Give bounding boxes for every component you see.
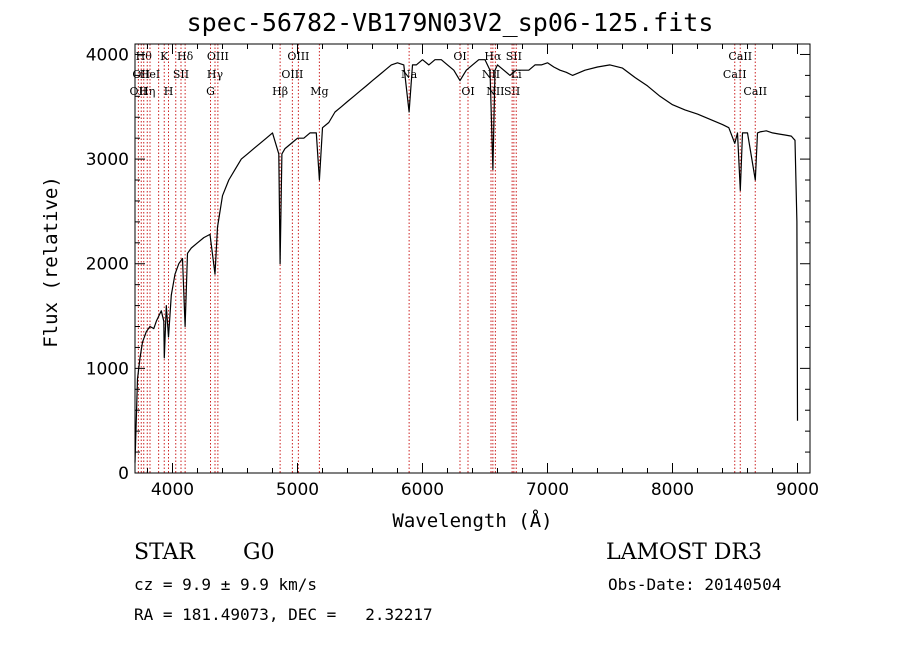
spectral-line-label: OIII — [287, 50, 309, 63]
spectral-line-label: K — [160, 50, 169, 63]
spectral-line-label: OI — [461, 85, 474, 98]
spectral-line-label: NII — [486, 85, 504, 98]
spectral-line-label: HeI — [140, 68, 160, 81]
spectral-line-label: CaII — [743, 85, 767, 98]
spectral-line-label: OII — [132, 68, 150, 81]
x-tick-label: 8000 — [651, 480, 694, 500]
coordinates: RA = 181.49073, DEC = 2.32217 — [134, 605, 433, 624]
x-tick-label: 4000 — [151, 480, 194, 500]
spectral-line-label: OIII — [281, 68, 303, 81]
spectral-line-label: SII — [506, 50, 522, 63]
spectral-line-label: Na — [401, 68, 418, 81]
y-axis-label: Flux (relative) — [40, 176, 62, 348]
spectral-line-label: CaII — [728, 50, 752, 63]
spectral-line-label: Hγ — [207, 68, 224, 81]
spectral-line-label: SII — [173, 68, 189, 81]
observation-date: Obs-Date: 20140504 — [608, 575, 782, 594]
spectral-line-label: OIII — [207, 50, 229, 63]
object-class: STAR — [134, 540, 195, 565]
spectral-line-label: H — [164, 85, 174, 98]
spectral-line-label: Hα — [484, 50, 502, 63]
x-axis-label: Wavelength (Å) — [392, 510, 553, 532]
y-tick-label: 3000 — [86, 150, 129, 170]
plot-frame — [134, 43, 811, 474]
spectral-line-label: OI — [453, 50, 466, 63]
x-tick-label: 9000 — [776, 480, 819, 500]
spectral-line-label: Hδ — [177, 50, 194, 63]
survey-name: LAMOST DR3 — [606, 540, 762, 565]
spectral-line-label: Li — [511, 68, 522, 81]
spectral-line-label: OII — [130, 85, 148, 98]
spectral-line-label: Hθ — [136, 50, 153, 63]
spectral-line-label: NII — [482, 68, 500, 81]
y-tick-label: 4000 — [86, 45, 129, 65]
y-tick-label: 2000 — [86, 255, 129, 275]
spectral-line-label: SII — [504, 85, 520, 98]
x-tick-label: 6000 — [401, 480, 444, 500]
x-tick-label: 5000 — [276, 480, 319, 500]
y-tick-label: 0 — [118, 464, 129, 484]
redshift-velocity: cz = 9.9 ± 9.9 km/s — [134, 575, 318, 594]
spectral-line-label: G — [206, 85, 215, 98]
spectral-line-label: CaII — [723, 68, 747, 81]
spectral-line-label: Hβ — [272, 85, 288, 98]
object-subclass: G0 — [243, 540, 275, 565]
chart-title: spec-56782-VB179N03V2_sp06-125.fits — [186, 8, 714, 37]
spectrum-line — [134, 59, 799, 463]
spectral-line-label: Hη — [139, 85, 155, 98]
y-tick-label: 1000 — [86, 359, 129, 379]
x-tick-label: 7000 — [526, 480, 569, 500]
spectral-line-label: Mg — [310, 85, 328, 98]
